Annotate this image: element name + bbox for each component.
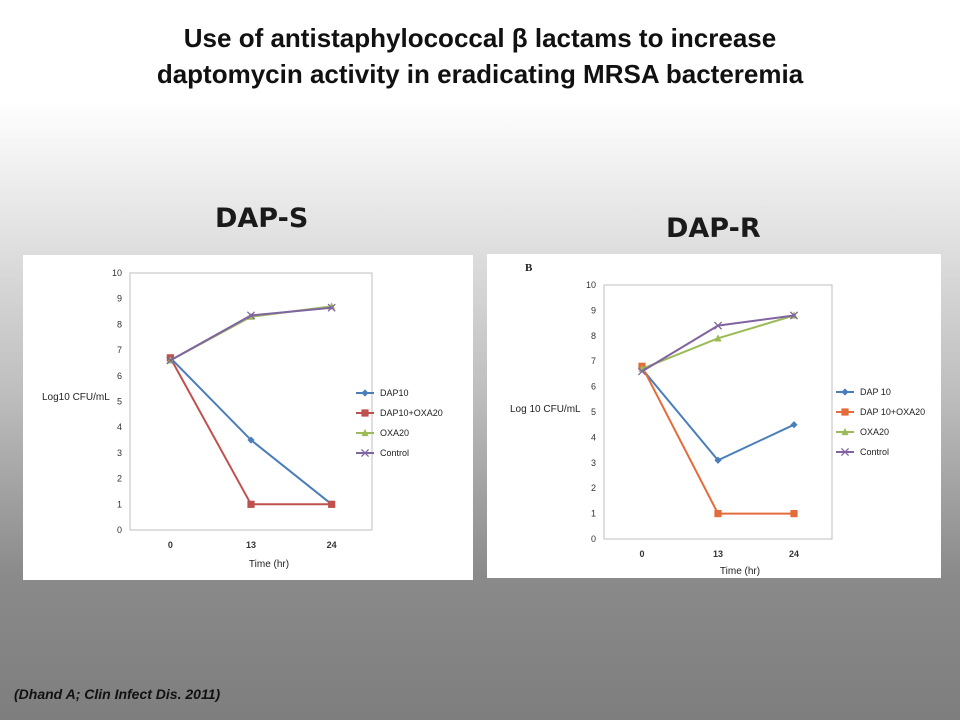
y-tick-label: 8 [117,319,122,329]
data-point [714,456,722,464]
dap-s-chart-svg: 0 1 2 3 4 5 6 7 8 9 10 0 13 24 Log10 CFU/mL Time (hr) DA… [42,268,443,570]
legend-entry: Control [860,447,889,457]
data-point [247,436,255,444]
plot-area-frame [603,284,833,540]
dap-s-label: DAP-S [215,203,309,234]
series-line-control [641,314,795,373]
y-tick-label: 10 [112,268,122,278]
x-axis-title: Time (hr) [249,559,289,570]
y-axis-title: Log10 CFU/mL [42,392,110,403]
dap-r-chart-svg: B 0 1 2 3 4 5 6 7 8 9 10 0 13 24 Log 10 CFU/mL Time (hr)… [510,262,925,577]
x-tick-label: 0 [168,540,173,550]
y-tick-label: 3 [117,448,122,458]
legend-entry: Control [380,448,409,458]
data-point [327,303,336,312]
y-tick-label: 0 [117,525,122,535]
data-point [790,421,798,429]
legend-entry: DAP 10+OXA20 [860,407,925,417]
data-point [789,311,799,320]
legend-entry: OXA20 [380,428,409,438]
y-tick-label: 5 [117,397,122,407]
y-tick-label: 2 [591,483,596,493]
y-tick-label: 2 [117,474,122,484]
y-tick-label: 7 [591,356,596,366]
y-tick-label: 4 [117,422,122,432]
data-point [637,367,647,376]
legend-entry: DAP10+OXA20 [380,408,443,418]
y-tick-label: 8 [591,331,596,341]
dap-r-chart: B 0 1 2 3 4 5 6 7 8 9 10 0 13 24 Log 10 CFU/mL Time (hr)… [487,254,941,578]
data-point [328,500,336,508]
y-tick-label: 4 [591,432,596,442]
x-axis-title: Time (hr) [720,566,760,577]
legend-marker [841,408,849,416]
data-point [247,500,255,508]
x-tick-label: 13 [713,549,723,559]
data-point [713,321,723,330]
y-axis-title: Log 10 CFU/mL [510,404,581,415]
title-line-2: daptomycin activity in eradicating MRSA … [156,59,804,89]
legend-marker [841,427,849,436]
y-tick-label: 5 [591,407,596,417]
legend-entry: OXA20 [860,427,889,437]
data-point [246,311,256,320]
series-line-dap-10 [641,368,795,462]
legend-marker [840,447,850,457]
legend-marker [361,409,369,417]
y-tick-label: 1 [117,499,122,509]
y-tick-label: 6 [117,371,122,381]
y-tick-label: 10 [586,280,596,290]
legend-marker [361,389,369,397]
y-tick-label: 9 [117,294,122,304]
citation: (Dhand A; Clin Infect Dis. 2011) [14,686,221,702]
y-tick-label: 0 [591,534,596,544]
plot-area-frame [129,272,373,531]
legend-marker [361,428,369,437]
legend-entry: DAP10 [380,388,409,398]
panel-letter: B [525,262,533,274]
slide-title: Use of antistaphylococcal β lactams to i… [40,20,920,92]
title-line-1: Use of antistaphylococcal β lactams to i… [183,23,777,53]
y-tick-label: 6 [591,382,596,392]
y-tick-label: 7 [117,345,122,355]
series-line-dap-10-oxa20 [641,365,794,515]
x-tick-label: 0 [639,549,644,559]
dap-r-label: DAP-R [666,213,761,244]
data-point [714,334,722,342]
legend-entry: DAP 10 [860,387,891,397]
x-tick-label: 13 [246,540,256,550]
y-tick-label: 3 [591,458,596,468]
dap-s-chart: 0 1 2 3 4 5 6 7 8 9 10 0 13 24 Log10 CFU/mL Time (hr) DA… [23,255,473,580]
x-tick-label: 24 [327,540,337,550]
data-point [714,510,722,518]
data-point [166,356,175,365]
x-tick-label: 24 [789,549,799,559]
series-line-dap10-oxa20 [169,357,332,506]
legend-marker [360,448,370,458]
y-tick-label: 9 [591,305,596,315]
series-line-oxa20 [641,314,795,370]
data-point [790,510,798,518]
legend-marker [841,388,849,396]
series-line-dap10 [169,357,333,506]
y-tick-label: 1 [591,509,596,519]
